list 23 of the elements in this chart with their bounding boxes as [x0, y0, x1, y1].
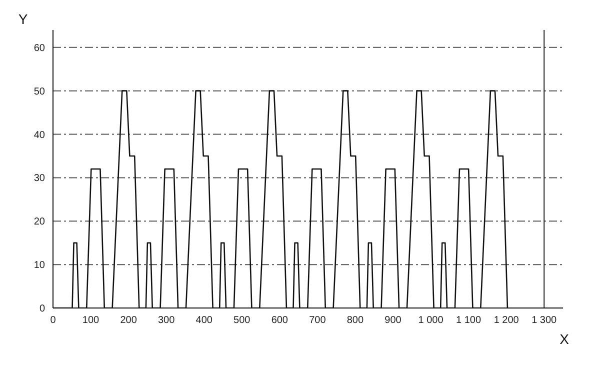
x-tick-label: 1 200: [494, 315, 520, 326]
y-tick-label: 0: [39, 304, 46, 315]
x-tick-label: 0: [50, 315, 56, 326]
x-axis-title: X: [560, 331, 570, 347]
y-tick-label: 20: [34, 216, 46, 228]
x-tick-label: 500: [234, 315, 251, 326]
x-tick-label: 100: [82, 315, 100, 326]
y-axis-title: Y: [18, 11, 28, 27]
x-tick-label: 400: [196, 315, 213, 326]
y-tick-label: 50: [34, 86, 46, 98]
y-tick-label: 60: [34, 42, 46, 54]
x-tick-label: 700: [309, 315, 326, 326]
y-tick-label: 10: [34, 260, 46, 272]
x-tick-label: 800: [346, 315, 364, 326]
x-tick-label: 1 300: [532, 315, 558, 326]
x-tick-label: 300: [158, 315, 176, 326]
x-tick-label: 900: [384, 315, 402, 326]
x-tick-label: 1 000: [418, 315, 444, 326]
y-tick-label: 40: [34, 130, 46, 141]
x-tick-label: 1 100: [456, 315, 482, 326]
x-tick-label: 200: [120, 315, 138, 326]
x-tick-label: 600: [271, 315, 288, 326]
y-tick-label: 30: [34, 173, 46, 184]
